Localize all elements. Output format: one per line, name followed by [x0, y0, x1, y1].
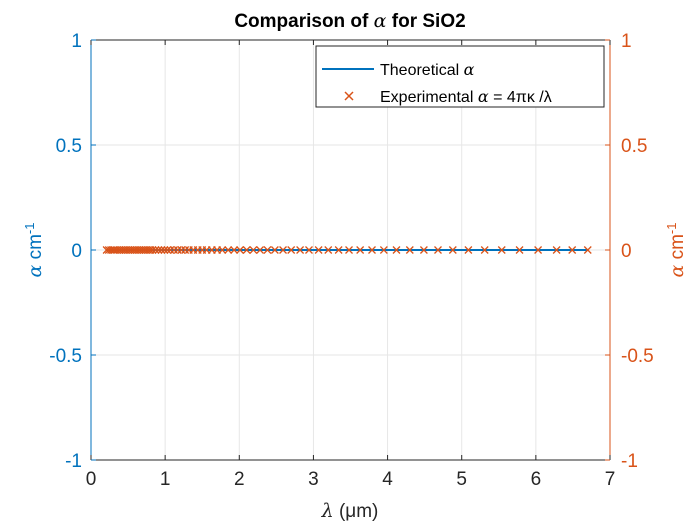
x-tick-label: 0 — [86, 469, 97, 490]
experimental-point — [236, 246, 244, 254]
left-y-axis-label: α cm-1 — [22, 222, 46, 277]
experimental-point — [177, 246, 186, 254]
experimental-point — [263, 246, 272, 254]
experimental-point — [368, 246, 376, 254]
experimental-point — [356, 246, 365, 254]
x-tick-label: 6 — [531, 469, 542, 490]
right-y-axis-label: α cm-1 — [664, 222, 688, 277]
left-y-tick-label: 0 — [71, 241, 82, 262]
x-tick-label: 4 — [382, 469, 393, 490]
left-y-tick-label: 1 — [71, 31, 82, 52]
experimental-point — [534, 246, 543, 254]
experimental-point — [279, 246, 287, 254]
x-tick-label: 5 — [456, 469, 467, 490]
experimental-point — [157, 246, 166, 254]
experimental-point — [224, 246, 233, 254]
experimental-point — [154, 246, 163, 254]
experimental-point — [497, 246, 506, 254]
experimental-point — [107, 246, 115, 254]
left-y-tick-label: 0.5 — [56, 136, 82, 157]
legend-box — [315, 45, 605, 108]
left-y-tick-label: -1 — [65, 451, 82, 472]
experimental-point — [568, 246, 577, 254]
experimental-point — [392, 246, 401, 254]
experimental-point — [419, 246, 428, 254]
experimental-point — [230, 246, 239, 254]
experimental-point — [270, 246, 279, 254]
experimental-point — [218, 246, 227, 254]
right-y-tick-label: 0.5 — [621, 136, 647, 157]
right-y-tick-label: 0 — [621, 241, 632, 262]
experimental-point — [249, 246, 258, 254]
x-tick-label: 3 — [308, 469, 319, 490]
experimental-point — [163, 246, 172, 254]
legend: Theoretical α Experimental α = 4πκ /λ — [315, 45, 605, 108]
experimental-point — [287, 246, 296, 254]
experimental-point — [334, 246, 343, 254]
experimental-point — [434, 246, 442, 254]
experimental-point — [242, 246, 251, 254]
experimental-point — [345, 246, 353, 254]
x-tick-label: 7 — [605, 469, 616, 490]
experimental-point — [109, 246, 118, 254]
x-axis-label: λ (μm) — [321, 500, 379, 522]
experimental-point — [170, 246, 178, 254]
experimental-point — [314, 246, 323, 254]
experimental-point — [448, 246, 457, 254]
legend-theoretical: Theoretical α — [380, 60, 475, 79]
left-y-ticks: -1 -0.5 0 0.5 1 — [49, 31, 96, 472]
right-y-tick-label: -0.5 — [621, 346, 654, 367]
right-y-tick-label: 1 — [621, 31, 632, 52]
experimental-point — [151, 246, 160, 254]
experimental-point — [324, 246, 333, 254]
experimental-point — [552, 246, 561, 254]
experimental-point — [181, 246, 190, 254]
experimental-point — [160, 246, 169, 254]
experimental-series — [102, 246, 592, 254]
x-ticks: 0 1 2 3 4 5 6 7 — [86, 40, 616, 490]
experimental-point — [379, 246, 388, 254]
right-y-ticks: -1 -0.5 0 0.5 1 — [605, 31, 654, 472]
legend-experimental: Experimental α = 4πκ /λ — [380, 87, 552, 106]
legend-x-swatch — [344, 91, 354, 101]
left-y-tick-label: -0.5 — [49, 346, 82, 367]
experimental-point — [148, 246, 157, 254]
experimental-point — [583, 246, 592, 254]
experimental-point — [296, 246, 305, 254]
experimental-point — [464, 246, 473, 254]
right-y-tick-label: -1 — [621, 451, 638, 472]
experimental-point — [305, 246, 313, 254]
chart-title: Comparison of α for SiO2 — [234, 10, 465, 32]
experimental-point — [256, 246, 265, 254]
experimental-point — [166, 246, 175, 254]
experimental-point — [173, 246, 182, 254]
experimental-point — [515, 246, 524, 254]
experimental-point — [480, 246, 489, 254]
x-tick-label: 1 — [160, 469, 171, 490]
x-tick-label: 2 — [234, 469, 245, 490]
experimental-point — [405, 246, 414, 254]
